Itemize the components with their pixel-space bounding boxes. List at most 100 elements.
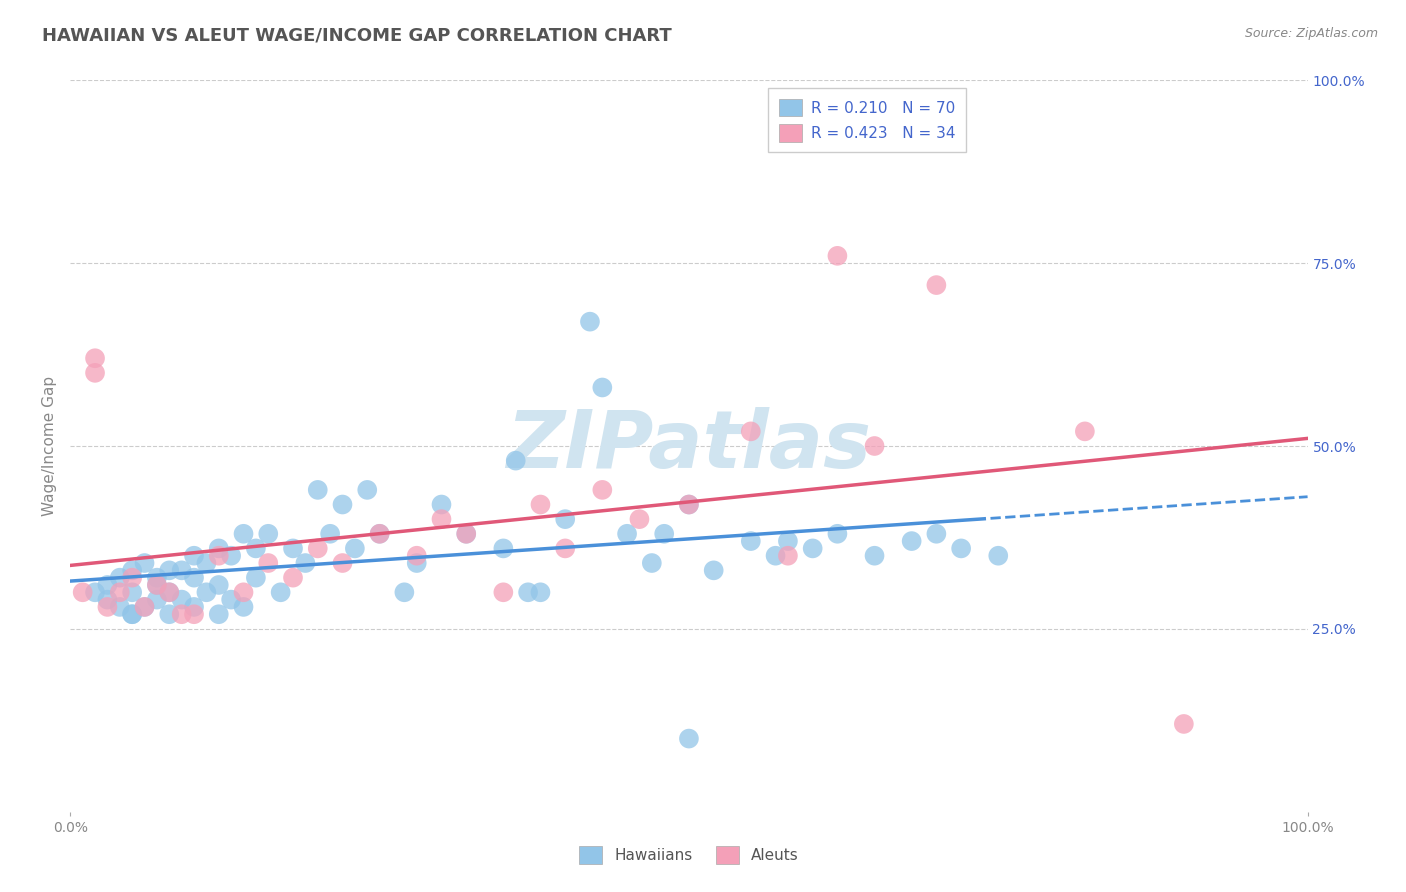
Point xyxy=(134,599,156,614)
Point xyxy=(628,512,651,526)
Point xyxy=(219,592,242,607)
Point xyxy=(950,541,973,556)
Point xyxy=(195,585,218,599)
Point xyxy=(134,556,156,570)
Point xyxy=(1173,717,1195,731)
Point xyxy=(332,498,354,512)
Point xyxy=(183,599,205,614)
Point xyxy=(678,498,700,512)
Point xyxy=(529,498,551,512)
Text: Source: ZipAtlas.com: Source: ZipAtlas.com xyxy=(1244,27,1378,40)
Point xyxy=(430,498,453,512)
Point xyxy=(554,541,576,556)
Point xyxy=(740,425,762,439)
Point xyxy=(765,549,787,563)
Text: ZIPatlas: ZIPatlas xyxy=(506,407,872,485)
Point xyxy=(801,541,824,556)
Point xyxy=(616,526,638,541)
Point xyxy=(170,563,193,577)
Point xyxy=(96,592,118,607)
Point xyxy=(121,563,143,577)
Point xyxy=(430,512,453,526)
Point xyxy=(307,541,329,556)
Point xyxy=(208,549,231,563)
Point xyxy=(195,556,218,570)
Point xyxy=(517,585,540,599)
Point xyxy=(925,526,948,541)
Point xyxy=(641,556,664,570)
Point xyxy=(208,578,231,592)
Point xyxy=(108,599,131,614)
Point xyxy=(703,563,725,577)
Point xyxy=(678,731,700,746)
Point xyxy=(183,549,205,563)
Point xyxy=(157,563,180,577)
Point xyxy=(591,380,613,394)
Point xyxy=(157,585,180,599)
Point xyxy=(863,549,886,563)
Point xyxy=(84,366,107,380)
Point xyxy=(405,556,427,570)
Point xyxy=(183,571,205,585)
Point xyxy=(925,278,948,293)
Point xyxy=(219,549,242,563)
Point xyxy=(505,453,527,467)
Point xyxy=(456,526,478,541)
Point xyxy=(270,585,292,599)
Point xyxy=(492,585,515,599)
Point xyxy=(776,534,799,549)
Point xyxy=(121,571,143,585)
Point xyxy=(72,585,94,599)
Point xyxy=(232,585,254,599)
Point xyxy=(146,578,169,592)
Point xyxy=(987,549,1010,563)
Point xyxy=(108,571,131,585)
Point xyxy=(121,607,143,622)
Point xyxy=(319,526,342,541)
Point xyxy=(257,556,280,570)
Point xyxy=(343,541,366,556)
Point xyxy=(1074,425,1097,439)
Y-axis label: Wage/Income Gap: Wage/Income Gap xyxy=(42,376,58,516)
Point xyxy=(84,351,107,366)
Point xyxy=(108,585,131,599)
Point xyxy=(146,578,169,592)
Point xyxy=(157,607,180,622)
Point xyxy=(579,315,602,329)
Point xyxy=(678,498,700,512)
Point xyxy=(368,526,391,541)
Point xyxy=(245,571,267,585)
Point xyxy=(96,599,118,614)
Point xyxy=(208,607,231,622)
Point xyxy=(170,592,193,607)
Point xyxy=(257,526,280,541)
Point xyxy=(776,549,799,563)
Point xyxy=(146,592,169,607)
Point xyxy=(134,599,156,614)
Point xyxy=(591,483,613,497)
Point xyxy=(232,599,254,614)
Point xyxy=(405,549,427,563)
Point xyxy=(232,526,254,541)
Point xyxy=(529,585,551,599)
Point xyxy=(157,585,180,599)
Point xyxy=(863,439,886,453)
Point xyxy=(827,249,849,263)
Point xyxy=(307,483,329,497)
Point xyxy=(245,541,267,556)
Point xyxy=(368,526,391,541)
Point xyxy=(170,607,193,622)
Point xyxy=(492,541,515,556)
Point xyxy=(84,585,107,599)
Point xyxy=(332,556,354,570)
Point xyxy=(281,541,304,556)
Text: HAWAIIAN VS ALEUT WAGE/INCOME GAP CORRELATION CHART: HAWAIIAN VS ALEUT WAGE/INCOME GAP CORREL… xyxy=(42,27,672,45)
Point xyxy=(146,571,169,585)
Point xyxy=(554,512,576,526)
Point xyxy=(208,541,231,556)
Point xyxy=(394,585,416,599)
Point xyxy=(740,534,762,549)
Point xyxy=(294,556,316,570)
Legend: Hawaiians, Aleuts: Hawaiians, Aleuts xyxy=(574,840,804,870)
Point xyxy=(281,571,304,585)
